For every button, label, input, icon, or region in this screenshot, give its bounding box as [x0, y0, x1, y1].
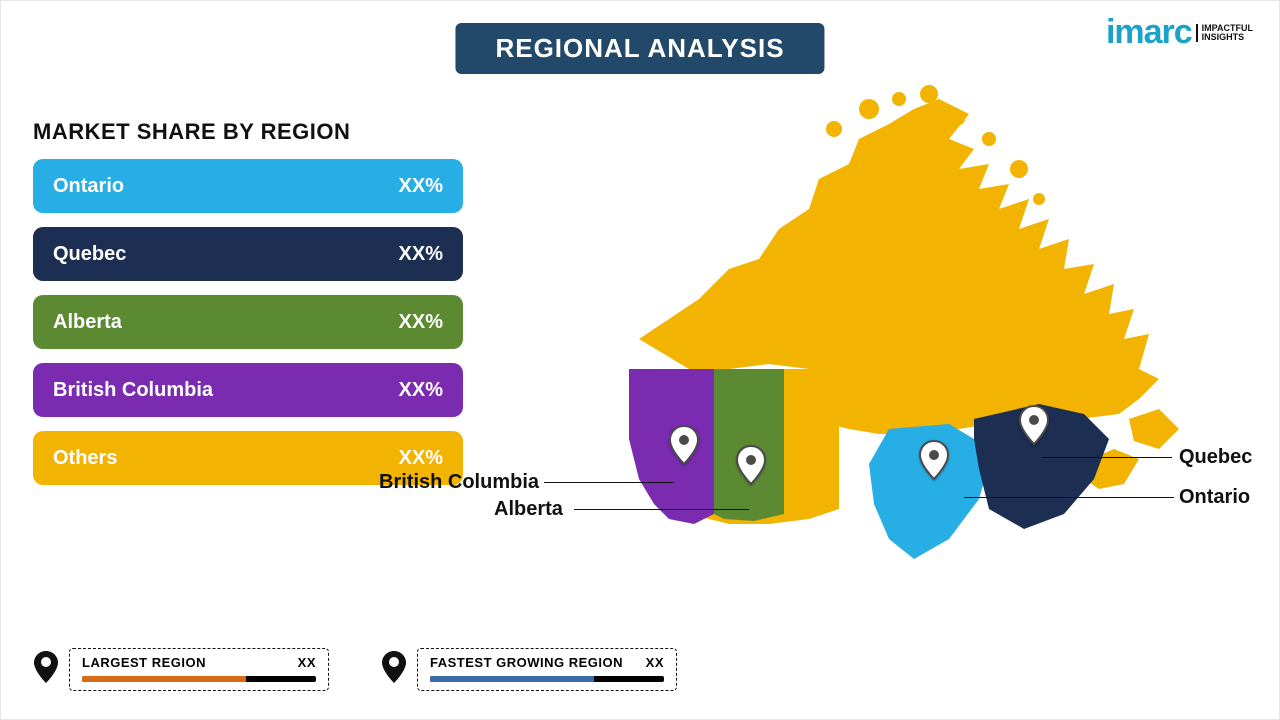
legend-largest: LARGEST REGION XX	[33, 648, 329, 691]
bar-alberta: Alberta XX%	[33, 295, 463, 349]
legend-largest-bar	[82, 676, 316, 682]
callout-qc: Quebec	[1179, 446, 1252, 469]
bar-value: XX%	[399, 243, 443, 266]
market-share-panel: MARKET SHARE BY REGION Ontario XX% Quebec X…	[33, 119, 463, 499]
bar-value: XX%	[399, 311, 443, 334]
logo-tag-2: INSIGHTS	[1202, 33, 1253, 42]
legend-fastest-bar	[430, 676, 664, 682]
pin-icon	[381, 651, 407, 688]
bar-value: XX%	[399, 447, 443, 470]
legend-box-fastest: FASTEST GROWING REGION XX	[417, 648, 677, 691]
leader-on	[964, 497, 1174, 498]
legend-box-largest: LARGEST REGION XX	[69, 648, 329, 691]
leader-qc	[1042, 457, 1172, 458]
legend-fastest-value: XX	[646, 655, 664, 670]
bar-ontario: Ontario XX%	[33, 159, 463, 213]
legend-fastest: FASTEST GROWING REGION XX	[381, 648, 677, 691]
bar-british-columbia: British Columbia XX%	[33, 363, 463, 417]
bar-label: Others	[53, 447, 117, 470]
bar-value: XX%	[399, 175, 443, 198]
title-band: REGIONAL ANALYSIS	[455, 23, 824, 74]
leader-bc	[544, 482, 674, 483]
bar-label: Quebec	[53, 243, 126, 266]
region-alberta	[714, 369, 784, 521]
legend-largest-value: XX	[298, 655, 316, 670]
callout-ab: Alberta	[494, 498, 563, 521]
logo-tagline: IMPACTFUL INSIGHTS	[1196, 24, 1253, 42]
legend-largest-label: LARGEST REGION	[82, 655, 206, 670]
callout-on: Ontario	[1179, 486, 1250, 509]
callout-bc: British Columbia	[379, 471, 539, 494]
leader-ab	[574, 509, 749, 510]
bar-list: OntarioXX%QuebecXX%AlbertaXX%British Col…	[33, 159, 463, 485]
map-svg	[519, 69, 1239, 629]
canada-map: British Columbia Alberta Quebec Ontario	[519, 69, 1239, 629]
legend-fastest-label: FASTEST GROWING REGION	[430, 655, 623, 670]
bar-label: Ontario	[53, 175, 124, 198]
brand-logo: imarc IMPACTFUL INSIGHTS	[1106, 13, 1253, 52]
pin-icon	[33, 651, 59, 688]
bar-label: Alberta	[53, 311, 122, 334]
infographic-frame: REGIONAL ANALYSIS imarc IMPACTFUL INSIGH…	[0, 0, 1280, 720]
panel-title: MARKET SHARE BY REGION	[33, 119, 463, 145]
bar-value: XX%	[399, 379, 443, 402]
bar-label: British Columbia	[53, 379, 213, 402]
logo-text: imarc	[1106, 13, 1192, 52]
bar-quebec: Quebec XX%	[33, 227, 463, 281]
